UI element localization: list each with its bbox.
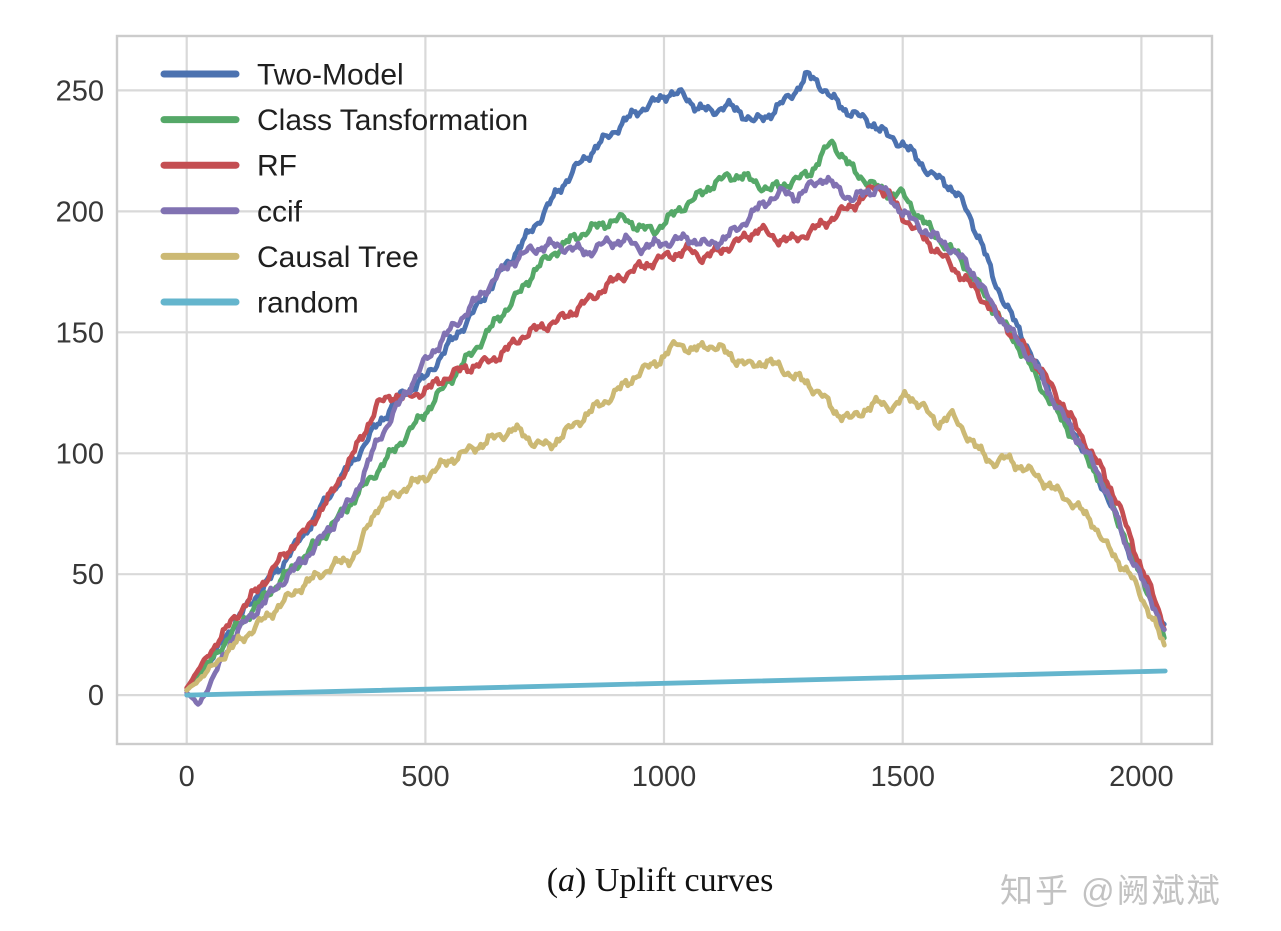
caption-text: ) Uplift curves xyxy=(575,862,774,899)
y-tick-label-50: 50 xyxy=(72,559,104,591)
figure-caption: (a) Uplift curves xyxy=(547,862,774,900)
y-tick-label-150: 150 xyxy=(56,317,104,349)
watermark-text: 知乎 @阙斌斌 xyxy=(1000,872,1222,909)
legend-item-ccif: ccif xyxy=(160,195,303,228)
series-line-ccif xyxy=(184,174,1167,707)
caption-index-letter: a xyxy=(558,862,576,899)
legend-label-random: random xyxy=(257,287,359,320)
legend-label-rf: RF xyxy=(257,150,297,183)
x-tick-label-500: 500 xyxy=(401,761,449,793)
series-line-two-model xyxy=(184,69,1167,693)
y-tick-label-100: 100 xyxy=(56,438,104,470)
legend-item-random: random xyxy=(160,287,359,320)
legend-label-two-model: Two-Model xyxy=(257,59,404,92)
legend-item-rf: RF xyxy=(160,150,297,183)
x-tick-label-0: 0 xyxy=(179,761,195,793)
y-tick-label-200: 200 xyxy=(56,196,104,228)
caption-open-paren: ( xyxy=(546,862,559,899)
plot-border xyxy=(115,34,1214,746)
x-tick-label-1500: 1500 xyxy=(870,761,935,793)
legend-item-class-tansformation: Class Tansformation xyxy=(160,104,528,137)
x-tick-label-1000: 1000 xyxy=(632,761,697,793)
y-tick-label-250: 250 xyxy=(56,75,104,107)
y-tick-label-0: 0 xyxy=(88,680,104,712)
series-line-random xyxy=(184,668,1168,698)
series-line-causal-tree xyxy=(184,338,1167,693)
legend-item-two-model: Two-Model xyxy=(160,59,404,92)
x-tick-label-2000: 2000 xyxy=(1109,761,1174,793)
legend-label-ccif: ccif xyxy=(257,195,303,228)
legend-item-causal-tree: Causal Tree xyxy=(160,241,419,274)
legend-label-causal-tree: Causal Tree xyxy=(257,241,419,274)
legend-label-class-tansformation: Class Tansformation xyxy=(257,104,528,137)
series-line-class-tansformation xyxy=(184,138,1167,693)
